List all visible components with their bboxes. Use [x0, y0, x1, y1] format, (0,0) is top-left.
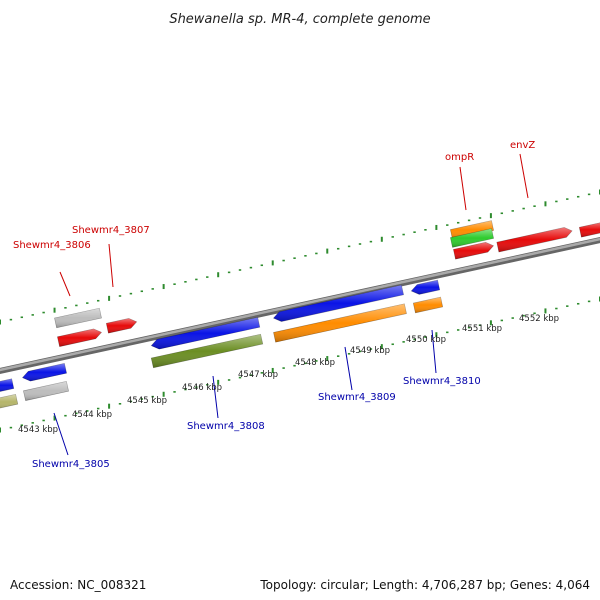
gene-label-shewmr4-3806[interactable]: Shewmr4_3806	[13, 240, 91, 251]
kbp-label: 4543 kbp	[18, 425, 58, 435]
genome-summary-text: Topology: circular; Length: 4,706,287 bp…	[260, 578, 590, 592]
kbp-label: 4549 kbp	[350, 346, 390, 356]
kbp-label: 4547 kbp	[238, 370, 278, 380]
leader-envz	[519, 153, 529, 199]
gene-label-shewmr4-3805[interactable]: Shewmr4_3805	[32, 459, 110, 470]
kbp-label: 4546 kbp	[182, 383, 222, 393]
kbp-label: 4545 kbp	[127, 396, 167, 406]
kbp-label: 4551 kbp	[462, 324, 502, 334]
kbp-label: 4550 kbp	[406, 335, 446, 345]
gene-label-envz[interactable]: envZ	[510, 140, 535, 151]
gene-features	[0, 220, 600, 409]
kbp-label: 4552 kbp	[519, 314, 559, 324]
kbp-labels: 4543 kbp 4544 kbp 4545 kbp 4546 kbp 4547…	[18, 314, 559, 435]
leader-shewmr4-3810	[431, 329, 437, 374]
leader-shewmr4-3809	[344, 346, 353, 391]
kbp-label: 4544 kbp	[72, 410, 112, 420]
kbp-label: 4548 kbp	[295, 358, 335, 368]
gene-label-shewmr4-3807[interactable]: Shewmr4_3807	[72, 225, 150, 236]
gene-labels: Shewmr4_3805 Shewmr4_3806 Shewmr4_3807 S…	[13, 140, 535, 470]
map-title: Shewanella sp. MR-4, complete genome	[169, 12, 430, 27]
reverse-tick-track	[0, 296, 600, 433]
gene-label-ompr[interactable]: ompR	[445, 152, 474, 163]
leader-shewmr4-3807	[108, 243, 114, 288]
gene-label-shewmr4-3808[interactable]: Shewmr4_3808	[187, 421, 265, 432]
leader-ompr	[459, 166, 467, 211]
forward-tick-track	[0, 189, 600, 325]
label-leaders	[53, 153, 529, 456]
genome-backbone	[0, 237, 600, 374]
leader-shewmr4-3805	[53, 412, 69, 456]
leader-shewmr4-3808	[212, 375, 219, 419]
gene-label-shewmr4-3810[interactable]: Shewmr4_3810	[403, 376, 481, 387]
gene-label-shewmr4-3809[interactable]: Shewmr4_3809	[318, 392, 396, 403]
leader-shewmr4-3806	[59, 271, 71, 297]
accession-text: Accession: NC_008321	[10, 578, 147, 592]
